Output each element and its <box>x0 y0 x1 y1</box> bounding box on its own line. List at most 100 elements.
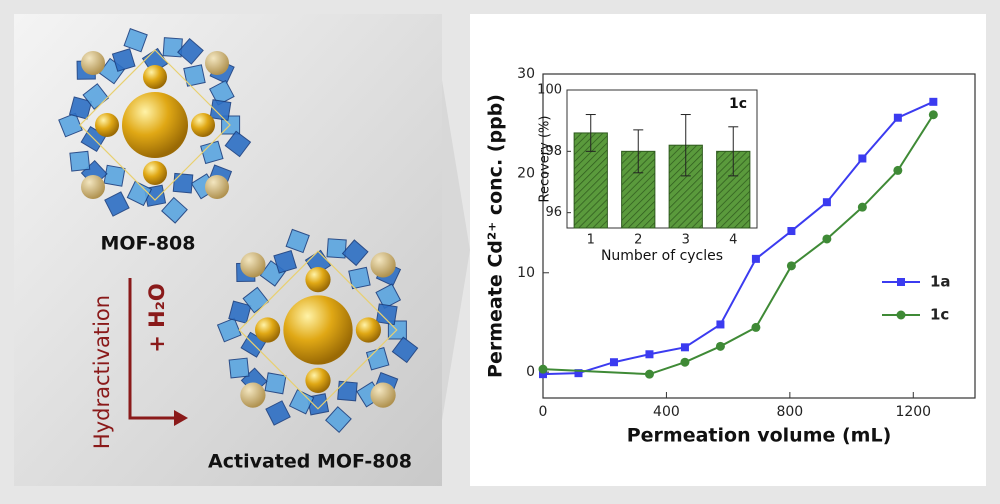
cluster <box>209 99 232 121</box>
line <box>542 100 934 376</box>
pore <box>95 113 119 137</box>
x-axis-label: Permeation volume (mL) <box>627 425 892 447</box>
cluster <box>265 400 291 426</box>
cluster <box>288 389 315 415</box>
pore <box>205 51 229 75</box>
cluster <box>341 239 369 267</box>
marker <box>538 364 548 374</box>
cluster <box>337 380 358 402</box>
marker <box>716 320 725 329</box>
cluster <box>111 48 136 72</box>
x-tick-label: 1200 <box>895 404 931 420</box>
label: MOF-808 <box>101 233 196 255</box>
process-arrow <box>128 278 178 420</box>
cluster <box>348 266 371 290</box>
cluster <box>326 238 347 259</box>
pore <box>143 65 167 89</box>
marker <box>786 261 796 271</box>
cluster <box>228 357 250 379</box>
x-tick-label: 1 <box>587 233 595 248</box>
pore <box>370 382 396 408</box>
pore <box>191 113 215 137</box>
marker <box>787 227 796 236</box>
cluster <box>172 172 194 194</box>
marker <box>574 369 583 378</box>
chevron <box>442 80 470 420</box>
x-tick-label: 800 <box>776 404 803 420</box>
cluster <box>325 406 352 433</box>
cluster <box>58 112 83 138</box>
marker <box>680 357 690 367</box>
marker <box>751 254 760 263</box>
cluster <box>104 191 130 217</box>
cluster <box>209 79 235 106</box>
legend-label: 1c <box>930 306 949 324</box>
y-tick-label: 100 <box>537 83 562 98</box>
cluster <box>68 96 93 120</box>
marker <box>893 165 903 175</box>
pore <box>81 51 105 75</box>
cluster <box>177 37 204 65</box>
marker <box>822 198 831 207</box>
cluster <box>375 303 398 326</box>
y-tick-label: 96 <box>545 205 562 220</box>
marker <box>929 97 938 106</box>
cluster <box>126 180 153 207</box>
x-tick-label: 0 <box>539 404 548 420</box>
pore <box>370 252 396 278</box>
plot-area <box>542 73 976 399</box>
frame <box>79 49 231 201</box>
x-tick-label: 4 <box>729 233 737 248</box>
process-label: Hydractivation <box>90 295 114 449</box>
cluster <box>365 346 390 371</box>
pore <box>255 317 281 343</box>
line <box>542 114 935 376</box>
cluster <box>273 249 298 274</box>
marker <box>609 358 618 367</box>
x-tick-label: 3 <box>682 233 690 248</box>
label: Activated MOF-808 <box>208 451 412 473</box>
arrow-head <box>174 410 188 426</box>
big-pore <box>122 92 188 158</box>
cluster <box>200 140 224 165</box>
cluster <box>228 300 252 324</box>
marker <box>644 369 654 379</box>
x-axis-label: Number of cycles <box>601 248 723 264</box>
y-tick-label: 0 <box>526 364 535 380</box>
reagent-label: + H₂O <box>145 283 169 353</box>
y-axis-label: Permeate Cd²⁺ conc. (ppb) <box>485 94 507 378</box>
big-pore <box>283 295 353 365</box>
marker <box>857 202 867 212</box>
pore <box>305 267 331 293</box>
x-tick-label: 400 <box>653 404 680 420</box>
marker <box>893 113 902 122</box>
frame <box>238 250 398 410</box>
cluster <box>391 336 419 364</box>
cluster <box>69 150 91 172</box>
pore <box>143 161 167 185</box>
marker <box>680 343 689 352</box>
legend-label: 1a <box>930 273 951 291</box>
pore <box>205 175 229 199</box>
x-tick-label: 2 <box>634 233 642 248</box>
pore <box>240 382 266 408</box>
marker <box>822 234 832 244</box>
y-tick-label: 10 <box>517 265 535 281</box>
y-tick-label: 30 <box>517 66 535 82</box>
y-axis-label: Recovery (%) <box>538 116 553 203</box>
pore <box>240 252 266 278</box>
cluster <box>123 28 148 53</box>
marker <box>928 110 938 120</box>
legend-marker <box>897 278 905 286</box>
pore <box>81 175 105 199</box>
cluster <box>285 228 310 254</box>
cluster <box>224 130 252 158</box>
mof-structure <box>216 228 419 433</box>
cluster <box>264 372 287 395</box>
mof-structure <box>58 28 252 224</box>
cluster <box>216 317 242 343</box>
marker <box>715 341 725 351</box>
pore <box>305 367 331 393</box>
cluster <box>103 164 126 187</box>
